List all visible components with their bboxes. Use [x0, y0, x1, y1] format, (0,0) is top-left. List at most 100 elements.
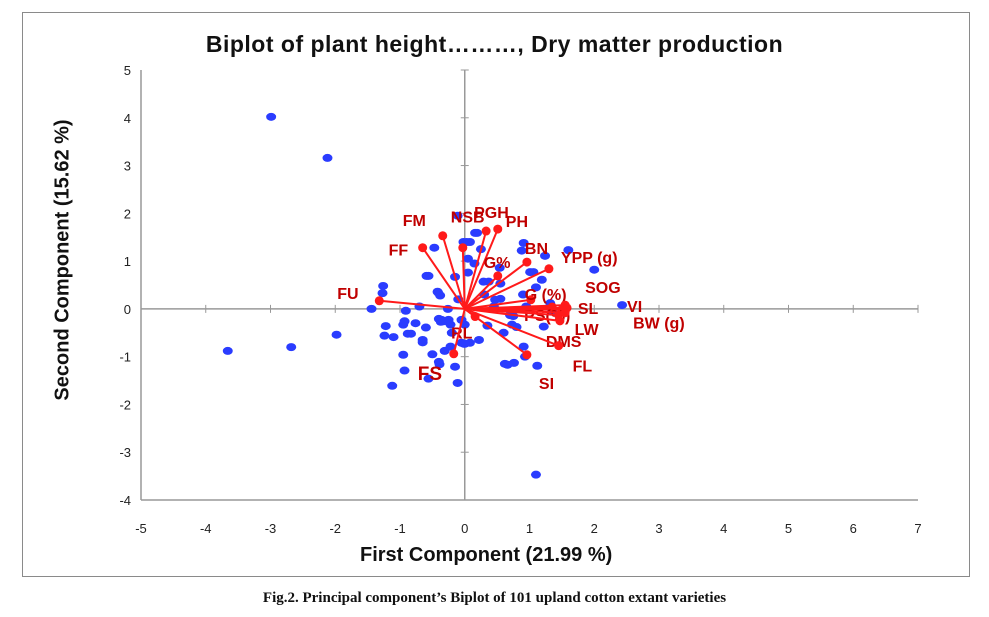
- y-tick-label: 0: [124, 302, 131, 317]
- variety-point: [266, 112, 277, 121]
- variety-point: [452, 211, 463, 220]
- loading-vector: [464, 307, 561, 322]
- vector-label: PH: [506, 214, 528, 231]
- variety-point: [563, 246, 574, 255]
- loading-vector: [463, 228, 499, 310]
- x-tick-label: 2: [591, 521, 598, 536]
- vector-endpoint: [458, 243, 468, 253]
- x-axis-title: First Component (21.99 %): [360, 544, 613, 566]
- variety-point: [406, 329, 417, 338]
- loading-vector: [441, 235, 466, 310]
- variety-point: [399, 317, 410, 326]
- x-tick-label: -3: [265, 521, 277, 536]
- vector-label: RL: [451, 326, 473, 343]
- variety-point: [462, 268, 473, 277]
- variety-point: [530, 470, 541, 479]
- vector-endpoint: [544, 264, 554, 274]
- y-tick-label: 1: [124, 254, 131, 269]
- variety-point: [446, 328, 457, 337]
- loading-vector: [464, 261, 528, 310]
- x-tick-label: 6: [850, 521, 857, 536]
- vector-label: FS: [418, 364, 442, 385]
- vector-endpoint: [555, 316, 565, 326]
- y-tick-label: 4: [124, 111, 131, 126]
- vector-label: VI: [627, 299, 642, 316]
- vector-label: LW: [575, 322, 600, 339]
- variety-point: [532, 361, 543, 370]
- vector-label: G%: [484, 255, 511, 272]
- y-tick-label: -4: [119, 493, 131, 508]
- vector-endpoint: [418, 243, 428, 253]
- vector-label: SL: [578, 301, 599, 318]
- vector-endpoint: [481, 226, 491, 236]
- y-tick-label: 2: [124, 206, 131, 221]
- vector-endpoint: [493, 224, 503, 234]
- vector-label: FF: [389, 243, 409, 260]
- vector-label: PGH: [474, 205, 509, 222]
- variety-point: [222, 346, 233, 355]
- variety-point: [464, 238, 475, 246]
- loading-vector: [464, 298, 531, 310]
- y-tick-label: -1: [119, 350, 131, 365]
- variety-point: [399, 366, 410, 375]
- x-tick-label: 7: [914, 521, 921, 536]
- vector-label: G (%): [525, 287, 567, 304]
- vector-endpoint: [374, 296, 384, 306]
- vector-label: NSB: [451, 210, 485, 227]
- vector-endpoint: [470, 312, 480, 322]
- variety-point: [423, 271, 434, 280]
- vector-label: FU: [337, 286, 358, 303]
- variety-point: [518, 290, 529, 299]
- variety-point: [388, 333, 399, 342]
- vector-label: BW (g): [633, 316, 685, 333]
- variety-point: [435, 291, 446, 300]
- loading-vector: [421, 247, 466, 310]
- vector-endpoint: [522, 350, 532, 360]
- variety-point: [473, 335, 484, 344]
- loading-vector: [461, 247, 466, 309]
- loading-vector: [464, 307, 560, 347]
- variety-point: [518, 342, 529, 351]
- variety-point: [410, 319, 421, 328]
- variety-point: [538, 322, 549, 331]
- loading-vector: [379, 299, 465, 310]
- variety-point: [427, 350, 438, 359]
- vector-label: FL: [573, 359, 593, 376]
- variety-point: [380, 322, 391, 331]
- x-tick-label: -2: [329, 521, 341, 536]
- x-tick-label: -4: [200, 521, 212, 536]
- x-tick-label: 1: [526, 521, 533, 536]
- variety-point: [589, 265, 600, 274]
- x-tick-label: 4: [720, 521, 727, 536]
- vector-endpoint: [438, 231, 448, 241]
- variety-point: [400, 306, 411, 315]
- variety-point: [429, 243, 440, 252]
- variety-point: [378, 281, 389, 290]
- x-tick-label: -5: [135, 521, 147, 536]
- variety-point: [530, 283, 541, 292]
- vector-endpoint: [554, 341, 564, 351]
- vector-label: SOG: [585, 280, 621, 297]
- variety-point: [459, 339, 470, 348]
- vector-label: BN: [525, 241, 548, 258]
- vector-endpoint: [526, 295, 536, 305]
- loading-vector: [464, 267, 550, 310]
- vector-endpoint: [560, 308, 570, 318]
- variety-point: [452, 378, 463, 387]
- variety-point: [420, 323, 431, 332]
- variety-point: [387, 381, 398, 390]
- y-tick-label: -2: [119, 397, 131, 412]
- vector-endpoint: [522, 257, 532, 267]
- x-tick-label: 0: [461, 521, 468, 536]
- figure-caption: Fig.2. Principal component’s Biplot of 1…: [262, 590, 727, 606]
- loading-vector: [452, 308, 466, 355]
- vector-endpoint: [547, 302, 557, 312]
- x-tick-label: 5: [785, 521, 792, 536]
- variety-point: [445, 342, 456, 351]
- variety-point: [423, 374, 434, 383]
- variety-point: [434, 360, 445, 369]
- x-tick-label: -1: [394, 521, 406, 536]
- y-tick-label: -3: [119, 445, 131, 460]
- y-tick-label: 3: [124, 159, 131, 174]
